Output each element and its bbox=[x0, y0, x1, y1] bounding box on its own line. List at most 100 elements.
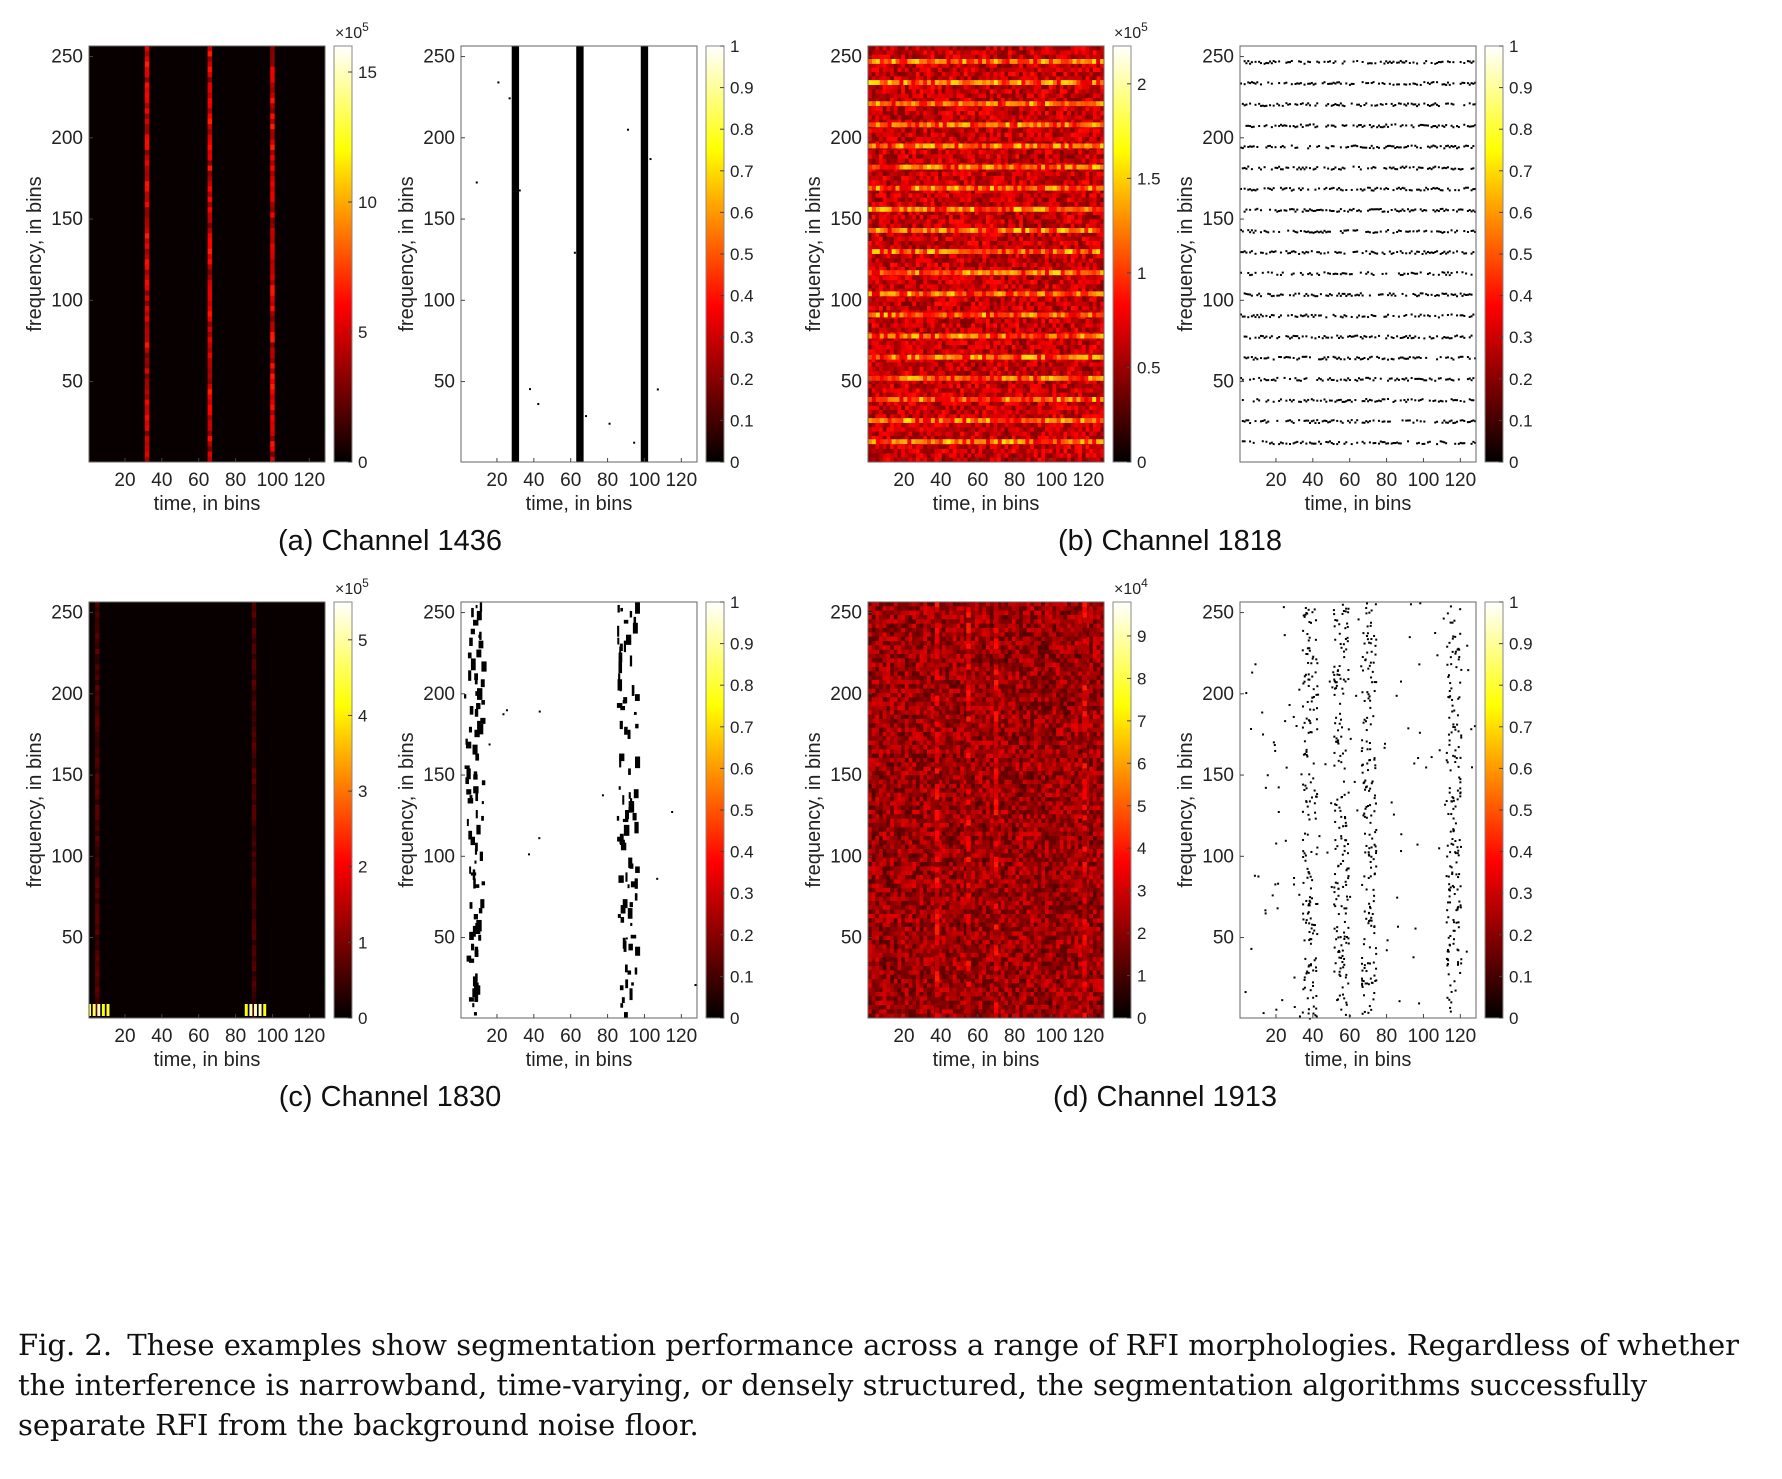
heatmap-cell bbox=[1008, 323, 1013, 329]
heatmap-cell bbox=[1022, 119, 1027, 125]
heatmap-cell bbox=[956, 262, 961, 268]
heatmap-cell bbox=[868, 215, 873, 220]
heatmap-cell bbox=[1019, 453, 1024, 459]
heatmap-cell bbox=[945, 401, 950, 407]
heatmap-cell bbox=[893, 245, 898, 251]
heatmap-cell bbox=[886, 336, 891, 342]
heatmap-signal bbox=[144, 363, 150, 369]
heatmap-cell bbox=[1041, 54, 1046, 60]
heatmap-cell bbox=[945, 219, 950, 225]
heatmap-cell bbox=[1004, 379, 1009, 385]
heatmap-cell bbox=[927, 89, 932, 95]
heatmap-cell bbox=[1033, 128, 1039, 134]
heatmap-cell bbox=[1041, 444, 1046, 450]
heatmap-cell bbox=[897, 72, 902, 77]
heatmap-cell bbox=[890, 193, 895, 199]
heatmap-cell bbox=[997, 245, 1002, 251]
heatmap-cell bbox=[915, 327, 921, 333]
heatmap-cell bbox=[1019, 275, 1024, 281]
heatmap-cell bbox=[993, 89, 998, 95]
heatmap-cell bbox=[982, 306, 987, 311]
heatmap-cell bbox=[1000, 280, 1005, 285]
heatmap-cell bbox=[1033, 89, 1039, 95]
heatmap-cell bbox=[986, 150, 991, 155]
heatmap-cell bbox=[897, 366, 902, 372]
heatmap-cell bbox=[993, 457, 998, 463]
heatmap-cell bbox=[879, 50, 884, 56]
heatmap-cell bbox=[997, 453, 1002, 459]
heatmap-cell bbox=[1030, 301, 1035, 307]
heatmap-cell bbox=[901, 379, 906, 385]
heatmap-cell bbox=[886, 46, 891, 51]
heatmap-cell bbox=[882, 137, 887, 142]
heatmap-cell bbox=[893, 176, 898, 181]
heatmap-cell bbox=[960, 50, 965, 56]
heatmap-cell bbox=[1000, 297, 1005, 303]
heatmap-cell bbox=[1022, 384, 1027, 389]
heatmap-cell bbox=[938, 63, 943, 69]
heatmap-cell bbox=[923, 358, 928, 363]
heatmap-cell bbox=[871, 444, 876, 450]
heatmap-cell bbox=[1000, 371, 1005, 376]
heatmap-cell bbox=[886, 345, 891, 350]
heatmap-cell bbox=[919, 444, 924, 450]
heatmap-cell bbox=[875, 223, 880, 229]
heatmap-cell bbox=[882, 254, 887, 259]
heatmap-cell bbox=[915, 67, 921, 73]
heatmap-cell bbox=[882, 362, 887, 368]
heatmap-cell bbox=[930, 63, 935, 69]
heatmap-cell bbox=[1041, 197, 1046, 203]
heatmap-cell bbox=[875, 54, 880, 60]
heatmap-cell bbox=[1019, 176, 1024, 181]
heatmap-cell bbox=[1000, 193, 1005, 199]
heatmap-signal bbox=[207, 61, 212, 68]
heatmap-cell bbox=[908, 210, 913, 216]
heatmap-cell bbox=[930, 158, 935, 164]
heatmap-cell bbox=[901, 54, 906, 60]
heatmap-cell bbox=[938, 137, 943, 142]
heatmap-cell bbox=[1045, 63, 1050, 69]
heatmap-cell bbox=[960, 423, 965, 428]
heatmap-cell bbox=[879, 423, 884, 428]
heatmap-cell bbox=[963, 232, 968, 238]
heatmap-cell bbox=[886, 197, 891, 203]
heatmap-cell bbox=[960, 401, 965, 407]
heatmap-cell bbox=[923, 223, 928, 229]
heatmap-cell bbox=[956, 284, 961, 290]
heatmap-cell bbox=[934, 254, 939, 259]
heatmap-cell bbox=[1008, 280, 1013, 285]
heatmap-cell bbox=[960, 323, 965, 329]
heatmap-cell bbox=[882, 297, 887, 303]
heatmap-cell bbox=[978, 288, 983, 294]
heatmap-cell bbox=[919, 46, 924, 51]
heatmap-cell bbox=[901, 349, 906, 355]
heatmap-cell bbox=[912, 362, 917, 368]
heatmap-cell bbox=[971, 306, 976, 311]
heatmap-cell bbox=[890, 436, 895, 441]
heatmap-cell bbox=[893, 457, 898, 463]
heatmap-cell bbox=[1030, 128, 1035, 134]
heatmap-cell bbox=[1026, 219, 1031, 225]
heatmap-cell bbox=[956, 453, 961, 459]
heatmap-cell bbox=[971, 154, 976, 160]
heatmap-cell bbox=[938, 202, 943, 207]
heatmap-cell bbox=[1015, 236, 1020, 242]
heatmap-cell bbox=[871, 93, 876, 99]
heatmap-cell bbox=[908, 436, 913, 441]
heatmap-cell bbox=[882, 358, 887, 363]
heatmap-cell bbox=[890, 327, 895, 333]
heatmap-cell bbox=[893, 215, 898, 220]
heatmap-cell bbox=[941, 267, 946, 272]
heatmap-cell bbox=[938, 98, 943, 103]
heatmap-cell bbox=[949, 358, 954, 363]
heatmap-cell bbox=[908, 98, 913, 103]
heatmap-cell bbox=[941, 405, 946, 411]
heatmap-signal bbox=[270, 248, 275, 255]
heatmap-cell bbox=[908, 345, 913, 350]
heatmap-cell bbox=[923, 119, 928, 125]
heatmap-cell bbox=[919, 119, 924, 125]
heatmap-cell bbox=[1033, 319, 1039, 324]
heatmap-cell bbox=[963, 275, 968, 281]
heatmap-signal bbox=[207, 436, 212, 442]
heatmap-cell bbox=[949, 366, 954, 372]
